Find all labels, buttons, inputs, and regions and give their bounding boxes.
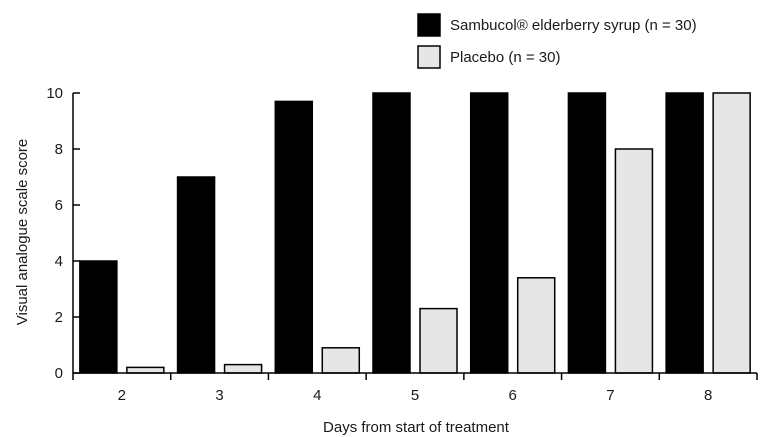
y-tick-label: 0 xyxy=(55,365,63,382)
bar-sambucol-day-5 xyxy=(372,92,411,374)
bar-sambucol-day-6 xyxy=(469,92,509,374)
y-axis-title: Visual analogue scale score xyxy=(14,139,31,326)
bar-placebo-day-5 xyxy=(419,307,458,374)
x-tick-label: 4 xyxy=(313,387,321,404)
y-tick-label: 4 xyxy=(55,253,63,270)
x-tick-label: 8 xyxy=(704,387,712,404)
bar-placebo-day-7 xyxy=(614,148,654,374)
y-tick-label: 6 xyxy=(55,197,63,214)
bar-sambucol-day-2 xyxy=(79,260,118,374)
x-tick-label: 5 xyxy=(411,387,419,404)
bar-placebo-day-2 xyxy=(126,366,165,374)
legend: Sambucol® elderberry syrup (n = 30) Place… xyxy=(417,13,697,69)
x-tick-label: 6 xyxy=(509,387,517,404)
y-tick-label: 10 xyxy=(46,85,63,102)
bar-placebo-day-8 xyxy=(712,92,751,374)
x-tick-label: 3 xyxy=(215,387,223,404)
legend-swatch-sambucol xyxy=(417,13,441,37)
axes: 0 2 4 6 8 10 2 3 4 5 6 7 8 xyxy=(46,85,758,404)
y-tick-label: 8 xyxy=(55,141,63,158)
bar-placebo-day-6 xyxy=(516,277,556,374)
legend-label-placebo: Placebo (n = 30) xyxy=(450,49,561,66)
bar-sambucol-day-3 xyxy=(176,176,216,374)
bar-sambucol-day-8 xyxy=(665,92,704,374)
bar-sambucol-day-7 xyxy=(567,92,607,374)
bar-sambucol-day-4 xyxy=(274,100,314,374)
legend-swatch-placebo xyxy=(417,45,441,69)
bars xyxy=(79,92,751,374)
legend-label-sambucol: Sambucol® elderberry syrup (n = 30) xyxy=(450,17,697,34)
x-axis-title: Days from start of treatment xyxy=(323,419,510,436)
x-tick-label: 7 xyxy=(606,387,614,404)
y-tick-label: 2 xyxy=(55,309,63,326)
bar-placebo-day-4 xyxy=(321,347,361,374)
x-tick-label: 2 xyxy=(118,387,126,404)
bar-placebo-day-3 xyxy=(223,363,263,374)
